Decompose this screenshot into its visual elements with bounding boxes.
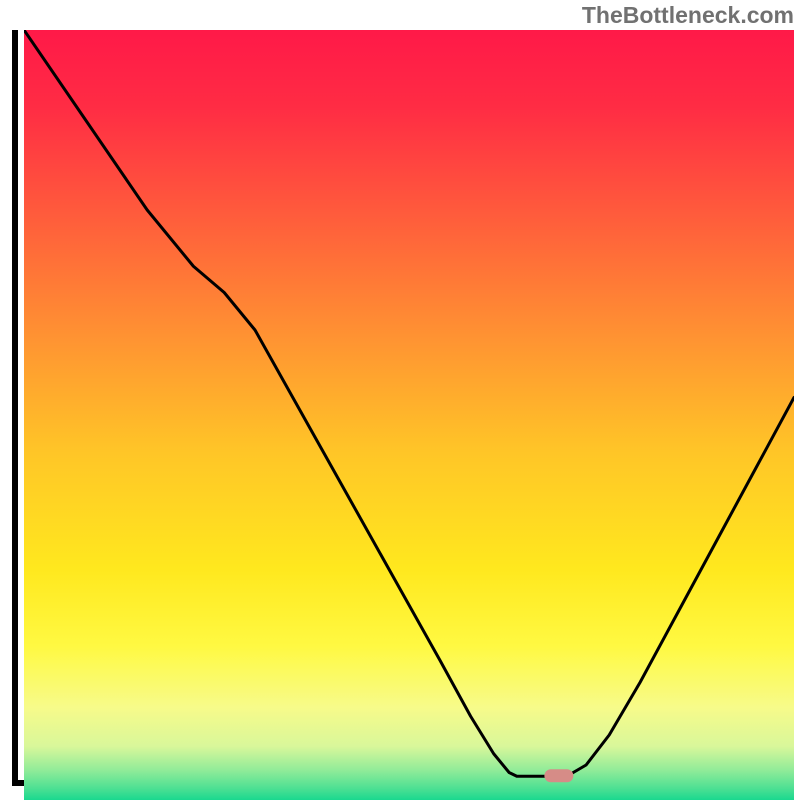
plot-area	[24, 30, 794, 780]
watermark-text: TheBottleneck.com	[582, 2, 794, 29]
optimal-point-marker	[545, 769, 574, 783]
bottleneck-curve	[24, 30, 794, 780]
chart-axes-frame	[12, 30, 788, 786]
